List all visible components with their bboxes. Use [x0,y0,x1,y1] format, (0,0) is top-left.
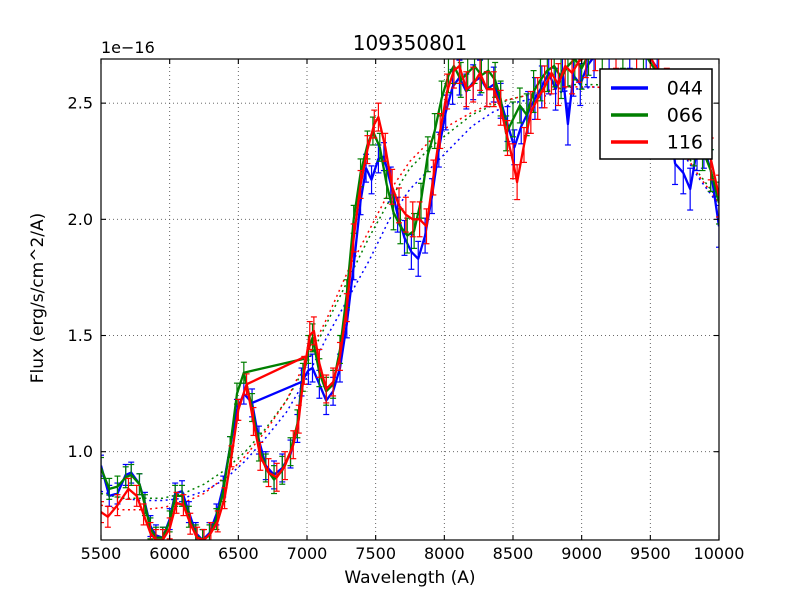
y-tick-label: 1.5 [68,326,93,345]
x-tick-label: 8000 [424,544,465,563]
x-tick-label: 7000 [287,544,328,563]
axis-tick-labels: 5500 6000 6500 7000 7500 8000 8500 9000 9500 1000… [68,94,745,563]
x-tick-label: 10000 [694,544,745,563]
axis-ticks [100,59,720,540]
x-tick-label: 5500 [81,544,122,563]
legend-entry-066: 066 [611,105,703,127]
x-tick-label: 7500 [355,544,396,563]
bridge-segment-116 [246,355,307,386]
x-tick-label: 6500 [218,544,259,563]
x-tick-label: 6000 [149,544,190,563]
legend-label-116: 116 [667,132,703,154]
plot-generated-content: 5500 6000 6500 7000 7500 8000 8500 9000 9500 1000… [68,58,745,563]
y-tick-label: 1.0 [68,442,93,461]
series-116-smoothed-line [101,86,719,511]
y-axis-label: Flux (erg/s/cm^2/A) [28,213,48,384]
y-tick-label: 2.0 [68,210,93,229]
legend-entry-044: 044 [611,78,703,100]
legend: 044 066 116 [599,68,713,160]
x-tick-label: 8500 [493,544,534,563]
plot-title: 109350801 [353,31,468,55]
y-tick-label: 2.5 [68,94,93,113]
legend-label-066: 066 [667,105,703,127]
series-066-smoothed-line [101,83,719,499]
axes-frame [100,58,720,541]
x-axis-label: Wavelength (A) [344,568,475,588]
y-axis-offset-label: 1e−16 [101,38,155,57]
legend-entry-116: 116 [611,132,703,154]
x-tick-label: 9500 [630,544,671,563]
legend-label-044: 044 [667,78,703,100]
x-tick-label: 9000 [561,544,602,563]
bridge-segment-044 [251,380,302,404]
